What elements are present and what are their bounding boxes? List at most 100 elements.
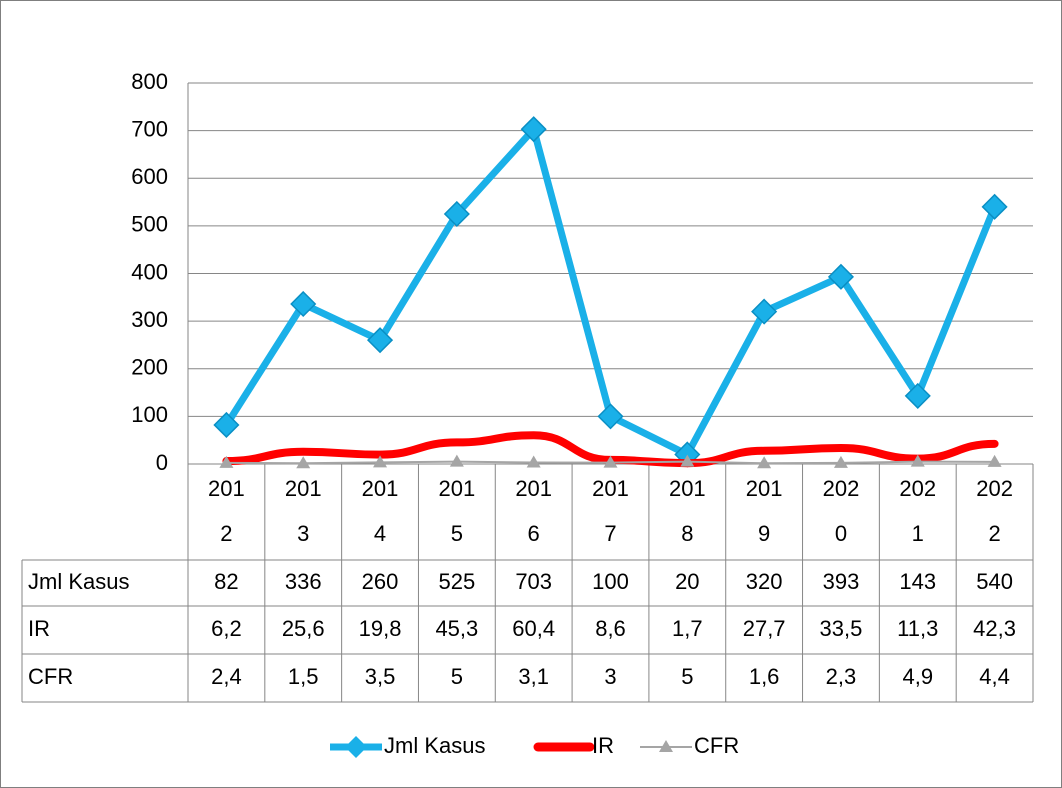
label-part: 201 bbox=[592, 476, 629, 501]
table-value: 4,9 bbox=[902, 664, 933, 689]
label-part: 201 bbox=[362, 476, 399, 501]
marker bbox=[526, 455, 541, 468]
table-value: 260 bbox=[362, 569, 399, 594]
marker bbox=[603, 455, 618, 468]
x-tick-label: 201 4 bbox=[362, 476, 399, 546]
marker bbox=[449, 454, 464, 467]
label-part: 201 bbox=[285, 476, 322, 501]
marker bbox=[366, 327, 394, 354]
label-part: 9 bbox=[758, 521, 770, 546]
y-tick-label: 300 bbox=[131, 307, 168, 332]
legend-label: CFR bbox=[694, 733, 739, 758]
y-tick-label: 100 bbox=[131, 402, 168, 427]
marker bbox=[904, 382, 931, 409]
label-part: 5 bbox=[451, 521, 463, 546]
marker bbox=[757, 456, 772, 469]
y-tick-label: 500 bbox=[131, 212, 168, 237]
x-tick-label: 201 9 bbox=[746, 476, 783, 546]
x-tick-label: 201 6 bbox=[515, 476, 552, 546]
x-tick-label: 201 2 bbox=[208, 476, 245, 546]
label-part: 7 bbox=[604, 521, 616, 546]
table-value: 19,8 bbox=[359, 616, 402, 641]
table-value: 393 bbox=[823, 569, 860, 594]
marker bbox=[373, 455, 388, 468]
label-part: 4 bbox=[374, 521, 386, 546]
y-tick-label: 800 bbox=[131, 69, 168, 94]
table-value: 3,1 bbox=[518, 664, 549, 689]
table-value: 540 bbox=[976, 569, 1013, 594]
marker bbox=[219, 455, 234, 468]
table-value: 82 bbox=[214, 569, 238, 594]
marker bbox=[827, 263, 855, 290]
marker bbox=[981, 193, 1008, 220]
legend-marker bbox=[659, 740, 673, 752]
table-value: 42,3 bbox=[973, 616, 1016, 641]
table-value: 33,5 bbox=[820, 616, 863, 641]
x-tick-label: 202 1 bbox=[899, 476, 936, 546]
y-tick-label: 700 bbox=[131, 116, 168, 141]
table-value: 3 bbox=[604, 664, 616, 689]
marker bbox=[443, 200, 470, 228]
table-value: 143 bbox=[899, 569, 936, 594]
label-part: 3 bbox=[297, 521, 309, 546]
x-tick-label: 201 8 bbox=[669, 476, 706, 546]
label-part: 0 bbox=[835, 521, 847, 546]
label-part: 201 bbox=[746, 476, 783, 501]
table-value: 525 bbox=[439, 569, 476, 594]
label-part: 2 bbox=[220, 521, 232, 546]
table-value: 5 bbox=[681, 664, 693, 689]
table-value: 5 bbox=[451, 664, 463, 689]
x-tick-label: 201 5 bbox=[439, 476, 476, 546]
legend-label: IR bbox=[592, 733, 614, 758]
legend-marker bbox=[345, 736, 367, 758]
label-part: 201 bbox=[439, 476, 476, 501]
label-part: 6 bbox=[528, 521, 540, 546]
table-value: 2,4 bbox=[211, 664, 242, 689]
marker bbox=[520, 116, 547, 143]
table-value: 60,4 bbox=[512, 616, 555, 641]
marker bbox=[987, 454, 1002, 467]
table-value: 1,7 bbox=[672, 616, 703, 641]
y-tick-label: 400 bbox=[131, 259, 168, 284]
x-tick-label: 201 3 bbox=[285, 476, 322, 546]
table-value: 703 bbox=[515, 569, 552, 594]
marker bbox=[751, 298, 778, 325]
table-row-name: IR bbox=[28, 616, 50, 641]
table-value: 25,6 bbox=[282, 616, 325, 641]
x-tick-label: 202 2 bbox=[976, 476, 1013, 546]
x-tick-label: 201 7 bbox=[592, 476, 629, 546]
table-row-name: CFR bbox=[28, 664, 73, 689]
table-row-name: Jml Kasus bbox=[28, 569, 129, 594]
label-part: 201 bbox=[515, 476, 552, 501]
table-value: 1,5 bbox=[288, 664, 319, 689]
label-part: 201 bbox=[208, 476, 245, 501]
table-value: 11,3 bbox=[897, 616, 938, 641]
label-part: 202 bbox=[976, 476, 1013, 501]
marker bbox=[296, 456, 311, 469]
table-value: 20 bbox=[675, 569, 699, 594]
table-value: 100 bbox=[592, 569, 629, 594]
label-part: 1 bbox=[912, 521, 924, 546]
table-value: 4,4 bbox=[979, 664, 1010, 689]
table-value: 3,5 bbox=[365, 664, 396, 689]
x-tick-label: 202 0 bbox=[823, 476, 860, 546]
table-value: 6,2 bbox=[211, 616, 242, 641]
legend-label: Jml Kasus bbox=[384, 733, 485, 758]
label-part: 202 bbox=[899, 476, 936, 501]
marker bbox=[910, 454, 925, 467]
table-value: 320 bbox=[746, 569, 783, 594]
y-tick-label: 0 bbox=[156, 450, 168, 475]
label-part: 8 bbox=[681, 521, 693, 546]
table-value: 45,3 bbox=[435, 616, 478, 641]
table-value: 336 bbox=[285, 569, 322, 594]
label-part: 2 bbox=[988, 521, 1000, 546]
table-value: 2,3 bbox=[826, 664, 857, 689]
marker bbox=[597, 403, 624, 430]
marker bbox=[833, 455, 848, 468]
marker bbox=[680, 454, 695, 467]
y-tick-label: 200 bbox=[131, 355, 168, 380]
label-part: 202 bbox=[823, 476, 860, 501]
marker bbox=[290, 290, 317, 318]
label-part: 201 bbox=[669, 476, 706, 501]
